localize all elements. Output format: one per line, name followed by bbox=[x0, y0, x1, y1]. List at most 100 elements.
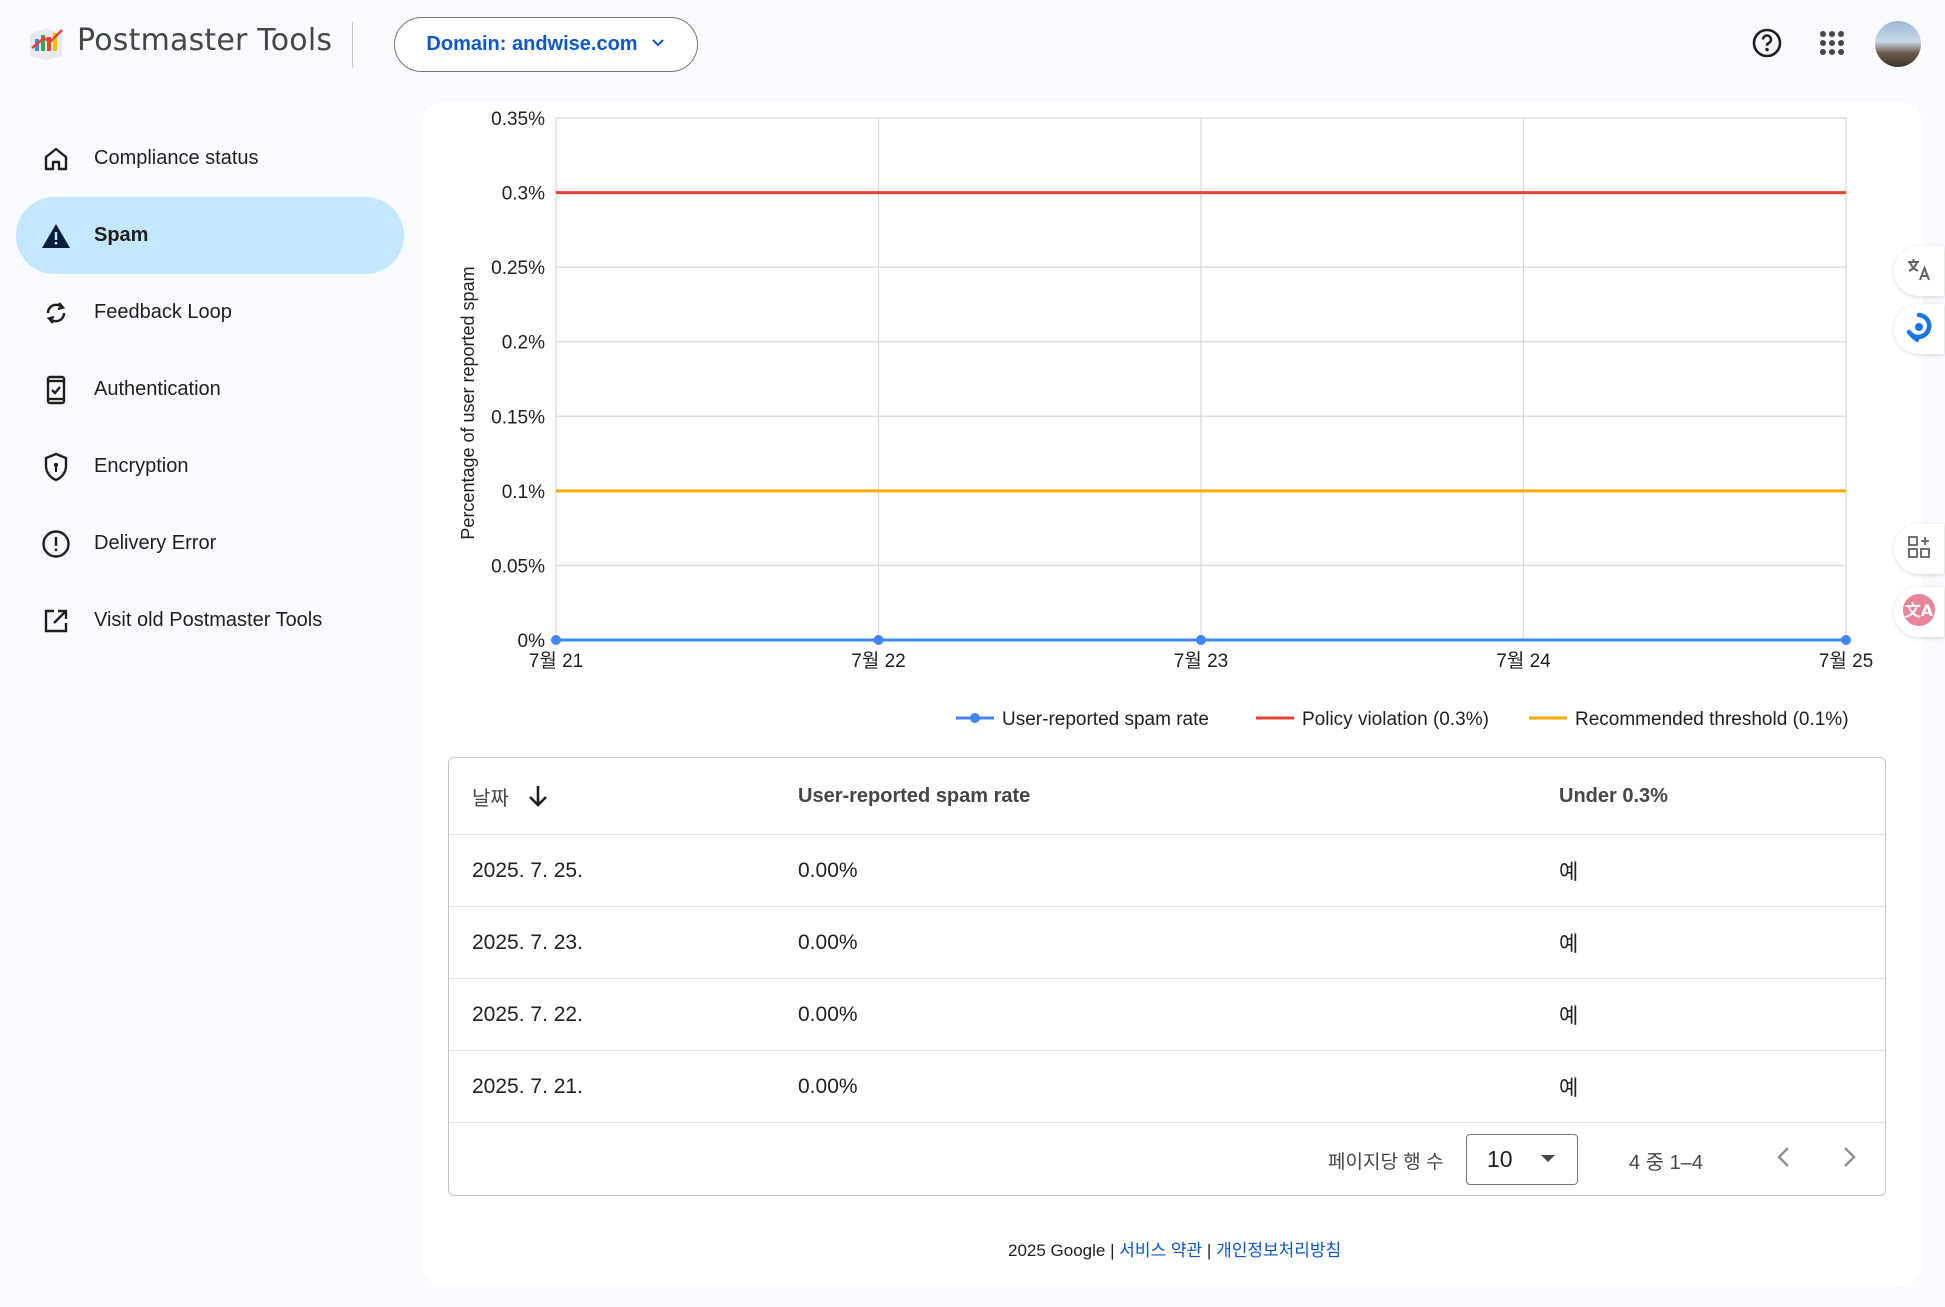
top-bar: Postmaster Tools Domain: andwise.com bbox=[0, 0, 1945, 90]
chart-canvas: 0% 0.05% 0.1% 0.15% 0.2% 0.25% 0.3% 0.35% 7월 21 7… bbox=[458, 109, 1873, 730]
translate-icon bbox=[1906, 256, 1932, 287]
account-avatar[interactable] bbox=[1875, 21, 1921, 67]
previous-page-button[interactable] bbox=[1762, 1137, 1806, 1181]
chevron-right-icon bbox=[1839, 1145, 1859, 1174]
table-row: 2025. 7. 21. 0.00% 예 bbox=[449, 1051, 1885, 1123]
apps-button[interactable] bbox=[1809, 22, 1855, 68]
shield-icon bbox=[40, 451, 72, 483]
widgets-add-icon bbox=[1907, 535, 1931, 564]
sidebar-item-feedback-loop[interactable]: Feedback Loop bbox=[16, 274, 404, 351]
date-cell: 2025. 7. 22. bbox=[472, 1002, 583, 1026]
x-tick-label: 7월 25 bbox=[1819, 650, 1873, 672]
y-tick-label: 0.35% bbox=[491, 109, 545, 130]
sidebar-item-spam[interactable]: Spam bbox=[16, 197, 404, 274]
domain-label: Domain: andwise.com bbox=[426, 33, 638, 55]
x-tick-label: 7월 23 bbox=[1174, 650, 1228, 672]
chevron-left-icon bbox=[1774, 1145, 1794, 1174]
date-cell: 2025. 7. 25. bbox=[472, 858, 583, 882]
phone-check-icon bbox=[40, 374, 72, 406]
page-range-text: 4 중 1–4 bbox=[1629, 1152, 1704, 1174]
rows-per-page-label: 페이지당 행 수 bbox=[1328, 1152, 1444, 1173]
table-row: 2025. 7. 25. 0.00% 예 bbox=[449, 835, 1885, 907]
home-icon bbox=[40, 143, 72, 175]
chevron-down-icon bbox=[650, 33, 666, 56]
sync-icon bbox=[40, 297, 72, 329]
under-cell: 예 bbox=[1559, 1076, 1579, 1100]
sidebar-item-encryption[interactable]: Encryption bbox=[16, 428, 404, 505]
table-row: 2025. 7. 22. 0.00% 예 bbox=[449, 979, 1885, 1051]
dropdown-caret-icon bbox=[1541, 1155, 1555, 1162]
table-pagination: 페이지당 행 수 10 4 중 1–4 bbox=[449, 1123, 1885, 1195]
sidebar-item-label: Authentication bbox=[94, 378, 221, 400]
rate-cell: 0.00% bbox=[798, 1074, 858, 1098]
sidebar-item-delivery-error[interactable]: Delivery Error bbox=[16, 505, 404, 582]
privacy-link[interactable]: 개인정보처리방침 bbox=[1216, 1241, 1342, 1260]
legend-label: Policy violation (0.3%) bbox=[1302, 709, 1489, 730]
page-translate-button[interactable]: 文A bbox=[1894, 587, 1944, 637]
translate-badge-icon: 文A bbox=[1902, 593, 1936, 632]
error-circle-icon bbox=[40, 528, 72, 560]
table-header-row: 날짜 User-reported spam rate Under 0.3% bbox=[449, 758, 1885, 835]
rate-column-header: User-reported spam rate bbox=[798, 784, 1031, 807]
header-divider bbox=[352, 22, 353, 68]
help-icon bbox=[1751, 27, 1783, 64]
y-tick-label: 0% bbox=[518, 631, 546, 652]
next-page-button[interactable] bbox=[1827, 1137, 1871, 1181]
y-axis-label: Percentage of user reported spam bbox=[458, 266, 478, 539]
legend-marker bbox=[970, 713, 980, 723]
sort-arrow-down-icon[interactable] bbox=[527, 784, 549, 808]
sidebar-item-label: Delivery Error bbox=[94, 532, 217, 554]
sidebar-item-label: Encryption bbox=[94, 455, 189, 477]
footer-copyright: 2025 Google | bbox=[1008, 1241, 1115, 1260]
rate-cell: 0.00% bbox=[798, 1002, 858, 1026]
rows-per-page-select[interactable]: 10 bbox=[1466, 1134, 1578, 1185]
date-cell: 2025. 7. 23. bbox=[472, 930, 583, 954]
assistant-logo-icon bbox=[1904, 312, 1934, 347]
sidebar-item-label: Feedback Loop bbox=[94, 301, 232, 323]
warning-icon bbox=[40, 220, 72, 252]
x-tick-label: 7월 22 bbox=[851, 650, 905, 672]
add-widget-button[interactable] bbox=[1894, 524, 1944, 574]
sidebar-item-label: Compliance status bbox=[94, 147, 259, 169]
translate-extension-button[interactable] bbox=[1894, 246, 1944, 296]
terms-link[interactable]: 서비스 약관 bbox=[1119, 1241, 1203, 1260]
rate-cell: 0.00% bbox=[798, 930, 858, 954]
sidebar-item-visit-old-postmaster[interactable]: Visit old Postmaster Tools bbox=[16, 582, 404, 659]
sidebar-item-label: Spam bbox=[94, 224, 149, 246]
sidebar-nav: Compliance status Spam Feedback Loop bbox=[16, 120, 404, 659]
data-point bbox=[1841, 635, 1851, 645]
under-cell: 예 bbox=[1559, 932, 1579, 956]
data-point bbox=[551, 635, 561, 645]
spam-rate-table: 날짜 User-reported spam rate Under 0.3% 20… bbox=[448, 757, 1886, 1196]
sidebar-item-compliance-status[interactable]: Compliance status bbox=[16, 120, 404, 197]
date-header-label: 날짜 bbox=[472, 787, 509, 810]
under-cell: 예 bbox=[1559, 860, 1579, 884]
legend-label: User-reported spam rate bbox=[1002, 709, 1209, 730]
open-in-new-icon bbox=[40, 605, 72, 637]
sidebar-item-authentication[interactable]: Authentication bbox=[16, 351, 404, 428]
extension-assistant-button[interactable] bbox=[1894, 304, 1944, 354]
x-tick-label: 7월 21 bbox=[529, 650, 583, 672]
date-column-header[interactable]: 날짜 bbox=[472, 758, 549, 834]
help-button[interactable] bbox=[1744, 22, 1790, 68]
rate-cell: 0.00% bbox=[798, 858, 858, 882]
postmaster-logo-icon[interactable] bbox=[26, 24, 66, 64]
spam-rate-chart: 0% 0.05% 0.1% 0.15% 0.2% 0.25% 0.3% 0.35% 7월 21 7… bbox=[436, 98, 1896, 738]
under-cell: 예 bbox=[1559, 1004, 1579, 1028]
legend-label: Recommended threshold (0.1%) bbox=[1575, 709, 1849, 730]
data-point bbox=[873, 635, 884, 645]
y-tick-label: 0.25% bbox=[491, 258, 545, 279]
footer-separator: | bbox=[1206, 1241, 1212, 1260]
data-point bbox=[1196, 635, 1206, 645]
y-tick-label: 0.1% bbox=[502, 482, 545, 503]
rows-per-page-value: 10 bbox=[1487, 1146, 1513, 1172]
sidebar-item-label: Visit old Postmaster Tools bbox=[94, 609, 323, 631]
apps-grid-icon bbox=[1819, 30, 1845, 61]
date-cell: 2025. 7. 21. bbox=[472, 1074, 583, 1098]
table-row: 2025. 7. 23. 0.00% 예 bbox=[449, 907, 1885, 979]
y-tick-label: 0.3% bbox=[502, 184, 545, 205]
y-tick-label: 0.15% bbox=[491, 407, 545, 428]
svg-text:文A: 文A bbox=[1905, 601, 1934, 620]
app-title: Postmaster Tools bbox=[77, 23, 333, 58]
domain-selector-button[interactable]: Domain: andwise.com bbox=[394, 17, 698, 72]
